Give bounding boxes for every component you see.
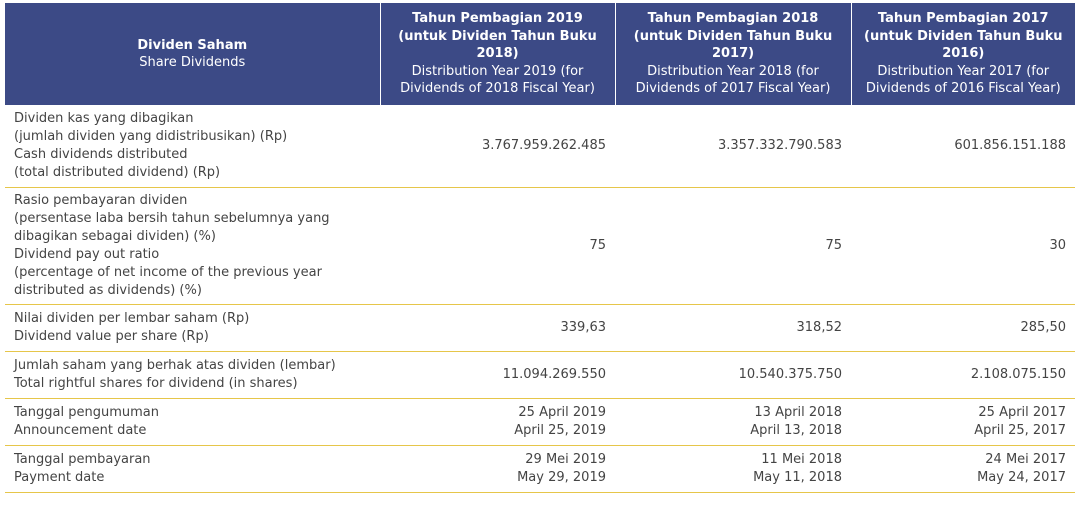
label-line: distributed as dividends) (%) — [14, 283, 202, 298]
value-cell-2019: 3.767.959.262.485 — [380, 105, 615, 188]
header-row: Dividen Saham Share Dividends Tahun Pemb… — [5, 3, 1075, 105]
value-line: May 11, 2018 — [753, 470, 842, 485]
value-line: April 13, 2018 — [750, 423, 842, 438]
value-line: 75 — [589, 238, 606, 253]
label-line: Jumlah saham yang berhak atas dividen (l… — [14, 358, 336, 373]
label-line: Dividend pay out ratio — [14, 247, 160, 262]
label-line: Announcement date — [14, 423, 147, 438]
value-cell-2019: 29 Mei 2019 May 29, 2019 — [380, 445, 615, 493]
row-label: Tanggal pengumuman Announcement date — [5, 398, 380, 446]
header-subtitle: Distribution Year 2017 (for Dividends of… — [865, 63, 1061, 97]
value-line: 3.767.959.262.485 — [481, 138, 606, 153]
value-cell-2019: 339,63 — [380, 304, 615, 352]
label-line: (total distributed dividend) (Rp) — [14, 165, 221, 180]
value-cell-2018: 10.540.375.750 — [615, 351, 851, 399]
value-line: 13 April 2018 — [754, 405, 842, 420]
header-title: Tahun Pembagian 2017 (untuk Dividen Tahu… — [864, 11, 1063, 62]
row-label: Jumlah saham yang berhak atas dividen (l… — [5, 351, 380, 399]
label-line: Tanggal pembayaran — [14, 452, 151, 467]
value-line: 25 April 2019 — [518, 405, 606, 420]
value-cell-2018: 11 Mei 2018 May 11, 2018 — [615, 445, 851, 493]
table-row: Tanggal pengumuman Announcement date 25 … — [5, 398, 1075, 446]
label-line: Rasio pembayaran dividen — [14, 193, 188, 208]
value-line: May 24, 2017 — [977, 470, 1066, 485]
value-line: April 25, 2017 — [974, 423, 1066, 438]
value-cell-2019: 25 April 2019 April 25, 2019 — [380, 398, 615, 446]
header-title: Dividen Saham — [137, 37, 248, 53]
value-line: 24 Mei 2017 — [985, 452, 1066, 467]
table-row: Tanggal pembayaran Payment date 29 Mei 2… — [5, 445, 1075, 493]
value-cell-2018: 75 — [615, 187, 851, 305]
value-line: 29 Mei 2019 — [525, 452, 606, 467]
header-subtitle: Share Dividends — [139, 55, 246, 70]
row-label: Tanggal pembayaran Payment date — [5, 445, 380, 493]
table-row: Rasio pembayaran dividen (persentase lab… — [5, 187, 1075, 305]
value-line: 30 — [1049, 238, 1066, 253]
label-line: Total rightful shares for dividend (in s… — [14, 376, 298, 391]
value-line: 285,50 — [1020, 320, 1067, 335]
table-row: Dividen kas yang dibagikan (jumlah divid… — [5, 105, 1075, 188]
label-line: Dividen kas yang dibagikan — [14, 111, 194, 126]
table-row: Jumlah saham yang berhak atas dividen (l… — [5, 351, 1075, 399]
table-body: Dividen kas yang dibagikan (jumlah divid… — [5, 105, 1075, 493]
value-line: 11 Mei 2018 — [761, 452, 842, 467]
label-line: Nilai dividen per lembar saham (Rp) — [14, 311, 250, 326]
table-row: Nilai dividen per lembar saham (Rp) Divi… — [5, 304, 1075, 352]
value-line: 2.108.075.150 — [970, 367, 1066, 382]
value-cell-2017: 285,50 — [851, 304, 1075, 352]
value-line: 75 — [825, 238, 842, 253]
table-header: Dividen Saham Share Dividends Tahun Pemb… — [5, 3, 1075, 105]
row-label: Nilai dividen per lembar saham (Rp) Divi… — [5, 304, 380, 352]
value-cell-2018: 13 April 2018 April 13, 2018 — [615, 398, 851, 446]
value-line: 25 April 2017 — [978, 405, 1066, 420]
value-cell-2019: 11.094.269.550 — [380, 351, 615, 399]
header-cell-2018: Tahun Pembagian 2018 (untuk Dividen Tahu… — [615, 3, 852, 105]
label-line: dibagikan sebagai dividen) (%) — [14, 229, 216, 244]
value-line: May 29, 2019 — [517, 470, 606, 485]
value-cell-2018: 3.357.332.790.583 — [615, 105, 851, 188]
value-line: 339,63 — [560, 320, 607, 335]
value-cell-2017: 2.108.075.150 — [851, 351, 1075, 399]
label-line: Cash dividends distributed — [14, 147, 188, 162]
header-cell-2017: Tahun Pembagian 2017 (untuk Dividen Tahu… — [851, 3, 1075, 105]
header-cell-2019: Tahun Pembagian 2019 (untuk Dividen Tahu… — [380, 3, 616, 105]
value-line: 11.094.269.550 — [502, 367, 606, 382]
label-line: (percentage of net income of the previou… — [14, 265, 322, 280]
value-cell-2017: 25 April 2017 April 25, 2017 — [851, 398, 1075, 446]
share-dividends-table: Dividen Saham Share Dividends Tahun Pemb… — [5, 3, 1075, 493]
header-cell-share-dividends: Dividen Saham Share Dividends — [5, 3, 381, 105]
row-label: Dividen kas yang dibagikan (jumlah divid… — [5, 105, 380, 188]
header-subtitle: Distribution Year 2018 (for Dividends of… — [635, 63, 831, 97]
value-cell-2017: 30 — [851, 187, 1075, 305]
value-line: April 25, 2019 — [514, 423, 606, 438]
header-title: Tahun Pembagian 2018 (untuk Dividen Tahu… — [633, 11, 833, 62]
value-line: 601.856.151.188 — [954, 138, 1066, 153]
label-line: Tanggal pengumuman — [14, 405, 159, 420]
row-label: Rasio pembayaran dividen (persentase lab… — [5, 187, 380, 305]
value-cell-2018: 318,52 — [615, 304, 851, 352]
label-line: Payment date — [14, 470, 105, 485]
value-line: 3.357.332.790.583 — [717, 138, 842, 153]
header-title: Tahun Pembagian 2019 (untuk Dividen Tahu… — [398, 11, 597, 62]
value-line: 10.540.375.750 — [738, 367, 842, 382]
label-line: Dividend value per share (Rp) — [14, 329, 209, 344]
label-line: (jumlah dividen yang didistribusikan) (R… — [14, 129, 288, 144]
value-cell-2017: 601.856.151.188 — [851, 105, 1075, 188]
value-line: 318,52 — [796, 320, 843, 335]
header-subtitle: Distribution Year 2019 (for Dividends of… — [400, 63, 595, 97]
value-cell-2017: 24 Mei 2017 May 24, 2017 — [851, 445, 1075, 493]
label-line: (persentase laba bersih tahun sebelumnya… — [14, 211, 330, 226]
value-cell-2019: 75 — [380, 187, 615, 305]
